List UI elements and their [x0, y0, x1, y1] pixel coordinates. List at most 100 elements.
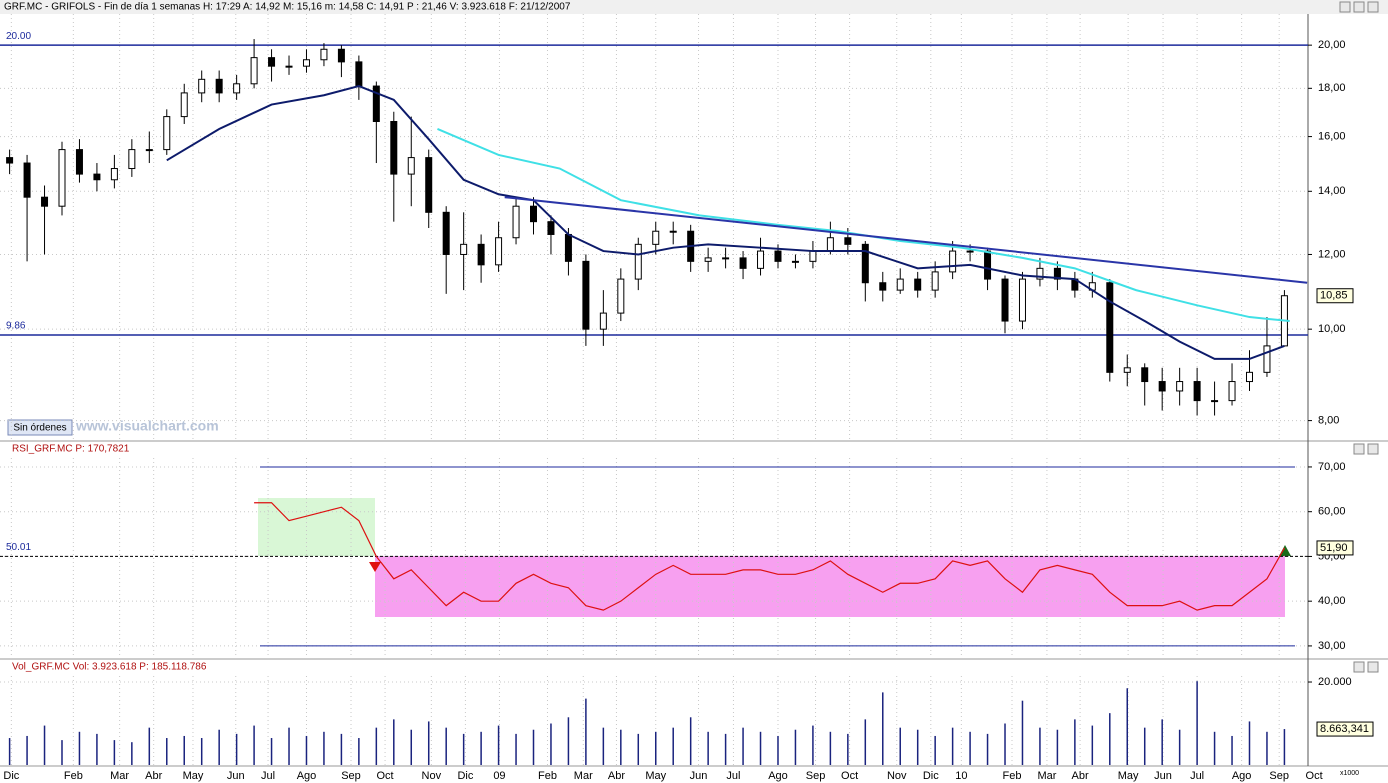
- x-tick-label: 09: [493, 770, 505, 782]
- candle-body: [425, 157, 433, 213]
- candle-body: [495, 237, 503, 266]
- indicator-line: [504, 196, 1308, 284]
- volume-bar: [96, 733, 98, 765]
- candle-body: [634, 243, 642, 280]
- volume-bar: [78, 731, 81, 765]
- volume-bar: [1126, 688, 1129, 765]
- orders-button[interactable]: [7, 419, 73, 436]
- maximize-button[interactable]: [1353, 661, 1365, 673]
- candle-body: [1053, 267, 1061, 280]
- candle-body: [1001, 278, 1009, 322]
- candle-body: [1211, 400, 1219, 403]
- candle-body: [931, 271, 939, 291]
- volume-bar: [410, 729, 413, 765]
- y-tick-label: 12,00: [1318, 248, 1346, 260]
- title-bar: [0, 0, 1388, 14]
- minimize-button[interactable]: [1339, 1, 1351, 13]
- volume-bar: [707, 731, 709, 765]
- candle-body: [110, 168, 118, 181]
- candle-body: [861, 243, 869, 284]
- x-tick-label: Ago: [1232, 770, 1252, 782]
- volume-bar: [934, 735, 936, 765]
- volume-bar: [899, 727, 901, 765]
- unit-label: x1000: [1340, 770, 1359, 777]
- x-tick-label: Feb: [64, 770, 83, 782]
- last-value-box: [1316, 721, 1374, 737]
- candle-body: [128, 149, 136, 170]
- overbought-zone: [258, 498, 375, 556]
- last-value-box: [1316, 288, 1354, 304]
- x-tick-label: Abr: [608, 770, 625, 782]
- volume-bar: [358, 738, 360, 765]
- candle-body: [564, 233, 572, 262]
- y-tick-label: 8,00: [1318, 415, 1339, 427]
- volume-bar: [794, 729, 797, 765]
- candle-body: [355, 61, 363, 87]
- maximize-button[interactable]: [1353, 443, 1365, 455]
- candle-body: [966, 250, 974, 253]
- candle-body: [302, 59, 310, 67]
- volume-bar: [288, 727, 290, 765]
- volume-bar: [270, 738, 273, 765]
- x-tick-label: Dic: [923, 770, 939, 782]
- x-tick-label: Jul: [261, 770, 275, 782]
- volume-bar: [1266, 731, 1268, 765]
- close-button[interactable]: [1367, 1, 1379, 13]
- volume-bar: [148, 727, 151, 765]
- volume-bar: [393, 719, 395, 765]
- candle-body: [1141, 367, 1149, 383]
- volume-bar: [847, 733, 849, 765]
- y-tick-label: 70,00: [1318, 461, 1346, 473]
- x-tick-label: Nov: [422, 770, 442, 782]
- candle-body: [390, 121, 398, 175]
- volume-bar: [166, 738, 168, 765]
- volume-bar: [8, 738, 11, 765]
- x-tick-label: Jun: [690, 770, 708, 782]
- candle-body: [984, 250, 992, 280]
- panel-title: GRF.MC - GRIFOLS - Fin de día 1 semanas …: [4, 2, 571, 13]
- candle-body: [739, 257, 747, 269]
- maximize-button[interactable]: [1353, 1, 1365, 13]
- candle-body: [233, 83, 241, 94]
- candle-body: [372, 85, 380, 123]
- volume-bar: [1161, 719, 1163, 765]
- volume-bar: [986, 733, 989, 765]
- close-button[interactable]: [1367, 661, 1379, 673]
- close-button[interactable]: [1367, 443, 1379, 455]
- x-tick-label: Oct: [841, 770, 858, 782]
- candle-body: [512, 205, 520, 239]
- candle-body: [1106, 282, 1114, 373]
- level-label: 50.01: [6, 542, 31, 553]
- candle-body: [6, 157, 14, 164]
- oversold-zone: [375, 556, 1285, 617]
- x-tick-label: Sep: [341, 770, 361, 782]
- candle-body: [1176, 381, 1184, 392]
- candle-body: [442, 211, 450, 255]
- last-value-label: 10,85: [1320, 290, 1348, 302]
- y-tick-label: 30,00: [1318, 640, 1346, 652]
- candle-body: [652, 230, 660, 245]
- candle-body: [285, 65, 293, 68]
- level-label: 9.86: [6, 321, 26, 332]
- volume-bar: [689, 717, 692, 765]
- volume-bar: [1213, 731, 1216, 765]
- volume-bar: [26, 735, 28, 765]
- candle-body: [215, 78, 223, 94]
- candle-body: [1018, 278, 1026, 322]
- candle-body: [914, 278, 922, 291]
- candle-body: [477, 243, 485, 266]
- y-tick-label: 10,00: [1318, 323, 1346, 335]
- candle-body: [809, 250, 817, 262]
- candle-body: [1123, 367, 1131, 373]
- candle-body: [530, 205, 538, 223]
- volume-bar: [218, 729, 220, 765]
- y-tick-label: 14,00: [1318, 185, 1346, 197]
- x-tick-label: Dic: [457, 770, 473, 782]
- candle-body: [1228, 381, 1236, 402]
- volume-bar: [1231, 735, 1233, 765]
- volume-bar: [113, 740, 116, 765]
- x-tick-label: Jul: [726, 770, 740, 782]
- indicator-line: [437, 128, 1290, 323]
- volume-bar: [550, 723, 552, 765]
